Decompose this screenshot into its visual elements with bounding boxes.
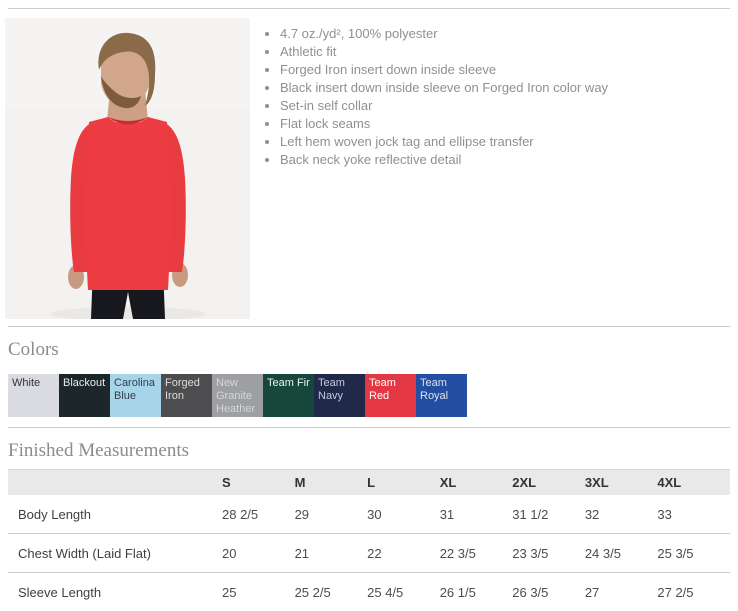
color-swatch-white[interactable]: White — [8, 374, 59, 417]
measurement-value: 31 1/2 — [512, 495, 585, 534]
measurement-value: 24 3/5 — [585, 534, 658, 573]
feature-item: Back neck yoke reflective detail — [280, 151, 608, 169]
measurement-value: 25 3/5 — [657, 534, 730, 573]
measurements-table: S M L XL 2XL 3XL 4XL Body Length 28 2/5 … — [8, 469, 730, 611]
color-swatch-label: Blackout — [63, 377, 105, 389]
color-swatch-blackout[interactable]: Blackout — [59, 374, 110, 417]
colors-section-title: Colors — [8, 339, 738, 361]
color-swatch-carolina-blue[interactable]: Carolina Blue — [110, 374, 161, 417]
measurements-header-row: S M L XL 2XL 3XL 4XL — [8, 470, 730, 496]
metric-column-header — [8, 470, 222, 496]
measurement-value: 20 — [222, 534, 295, 573]
size-column-header-l: L — [367, 470, 440, 496]
measurement-value: 30 — [367, 495, 440, 534]
measurement-value: 28 2/5 — [222, 495, 295, 534]
product-hero: 4.7 oz./yd², 100% polyester Athletic fit… — [0, 9, 738, 319]
divider-below-swatches — [8, 427, 730, 428]
measurement-value: 26 1/5 — [440, 573, 513, 611]
measurement-value: 27 2/5 — [657, 573, 730, 611]
measurement-value: 32 — [585, 495, 658, 534]
measurements-section-title: Finished Measurements — [8, 440, 738, 462]
color-swatch-team-navy[interactable]: Team Navy — [314, 374, 365, 417]
measurement-value: 26 3/5 — [512, 573, 585, 611]
model-wearing-shirt-image — [5, 18, 250, 319]
measurement-row-body-length: Body Length 28 2/5 29 30 31 31 1/2 32 33 — [8, 495, 730, 534]
feature-item: Black insert down inside sleeve on Forge… — [280, 79, 608, 97]
measurement-row-label: Sleeve Length — [8, 573, 222, 611]
feature-item: Forged Iron insert down inside sleeve — [280, 61, 608, 79]
color-swatch-team-royal[interactable]: Team Royal — [416, 374, 467, 417]
color-swatch-label: Forged Iron — [165, 377, 200, 402]
size-column-header-3xl: 3XL — [585, 470, 658, 496]
measurement-value: 22 — [367, 534, 440, 573]
color-swatch-label: Team Navy — [318, 377, 345, 402]
measurement-value: 25 2/5 — [295, 573, 368, 611]
color-swatch-label: White — [12, 377, 40, 389]
measurement-value: 29 — [295, 495, 368, 534]
size-column-header-m: M — [295, 470, 368, 496]
color-swatch-new-granite-heather[interactable]: New Granite Heather — [212, 374, 263, 417]
color-swatch-team-fir[interactable]: Team Fir — [263, 374, 314, 417]
color-swatch-forged-iron[interactable]: Forged Iron — [161, 374, 212, 417]
feature-item: Flat lock seams — [280, 115, 608, 133]
size-column-header-2xl: 2XL — [512, 470, 585, 496]
color-swatch-row: White Blackout Carolina Blue Forged Iron… — [8, 374, 738, 417]
color-swatch-label: Team Red — [369, 377, 396, 402]
color-swatch-label: Team Fir — [267, 377, 310, 389]
color-swatch-label: Team Royal — [420, 377, 448, 402]
feature-item: Set-in self collar — [280, 97, 608, 115]
feature-item: 4.7 oz./yd², 100% polyester — [280, 25, 608, 43]
measurement-value: 31 — [440, 495, 513, 534]
measurement-value: 23 3/5 — [512, 534, 585, 573]
size-column-header-4xl: 4XL — [657, 470, 730, 496]
color-swatch-label: Carolina Blue — [114, 377, 155, 402]
measurement-value: 25 — [222, 573, 295, 611]
product-photo — [5, 18, 250, 319]
measurement-row-sleeve-length: Sleeve Length 25 25 2/5 25 4/5 26 1/5 26… — [8, 573, 730, 611]
measurement-value: 21 — [295, 534, 368, 573]
measurement-value: 33 — [657, 495, 730, 534]
size-column-header-s: S — [222, 470, 295, 496]
measurement-value: 22 3/5 — [440, 534, 513, 573]
feature-item: Athletic fit — [280, 43, 608, 61]
color-swatch-label: New Granite Heather — [216, 377, 255, 415]
color-swatch-team-red[interactable]: Team Red — [365, 374, 416, 417]
measurement-row-label: Chest Width (Laid Flat) — [8, 534, 222, 573]
measurement-row-chest-width: Chest Width (Laid Flat) 20 21 22 22 3/5 … — [8, 534, 730, 573]
measurement-value: 27 — [585, 573, 658, 611]
feature-list: 4.7 oz./yd², 100% polyester Athletic fit… — [262, 25, 608, 169]
feature-item: Left hem woven jock tag and ellipse tran… — [280, 133, 608, 151]
measurement-row-label: Body Length — [8, 495, 222, 534]
divider-below-photo — [8, 326, 730, 327]
measurement-value: 25 4/5 — [367, 573, 440, 611]
size-column-header-xl: XL — [440, 470, 513, 496]
product-detail-page: { "product": { "features": [ "4.7 oz./yd… — [0, 8, 738, 590]
